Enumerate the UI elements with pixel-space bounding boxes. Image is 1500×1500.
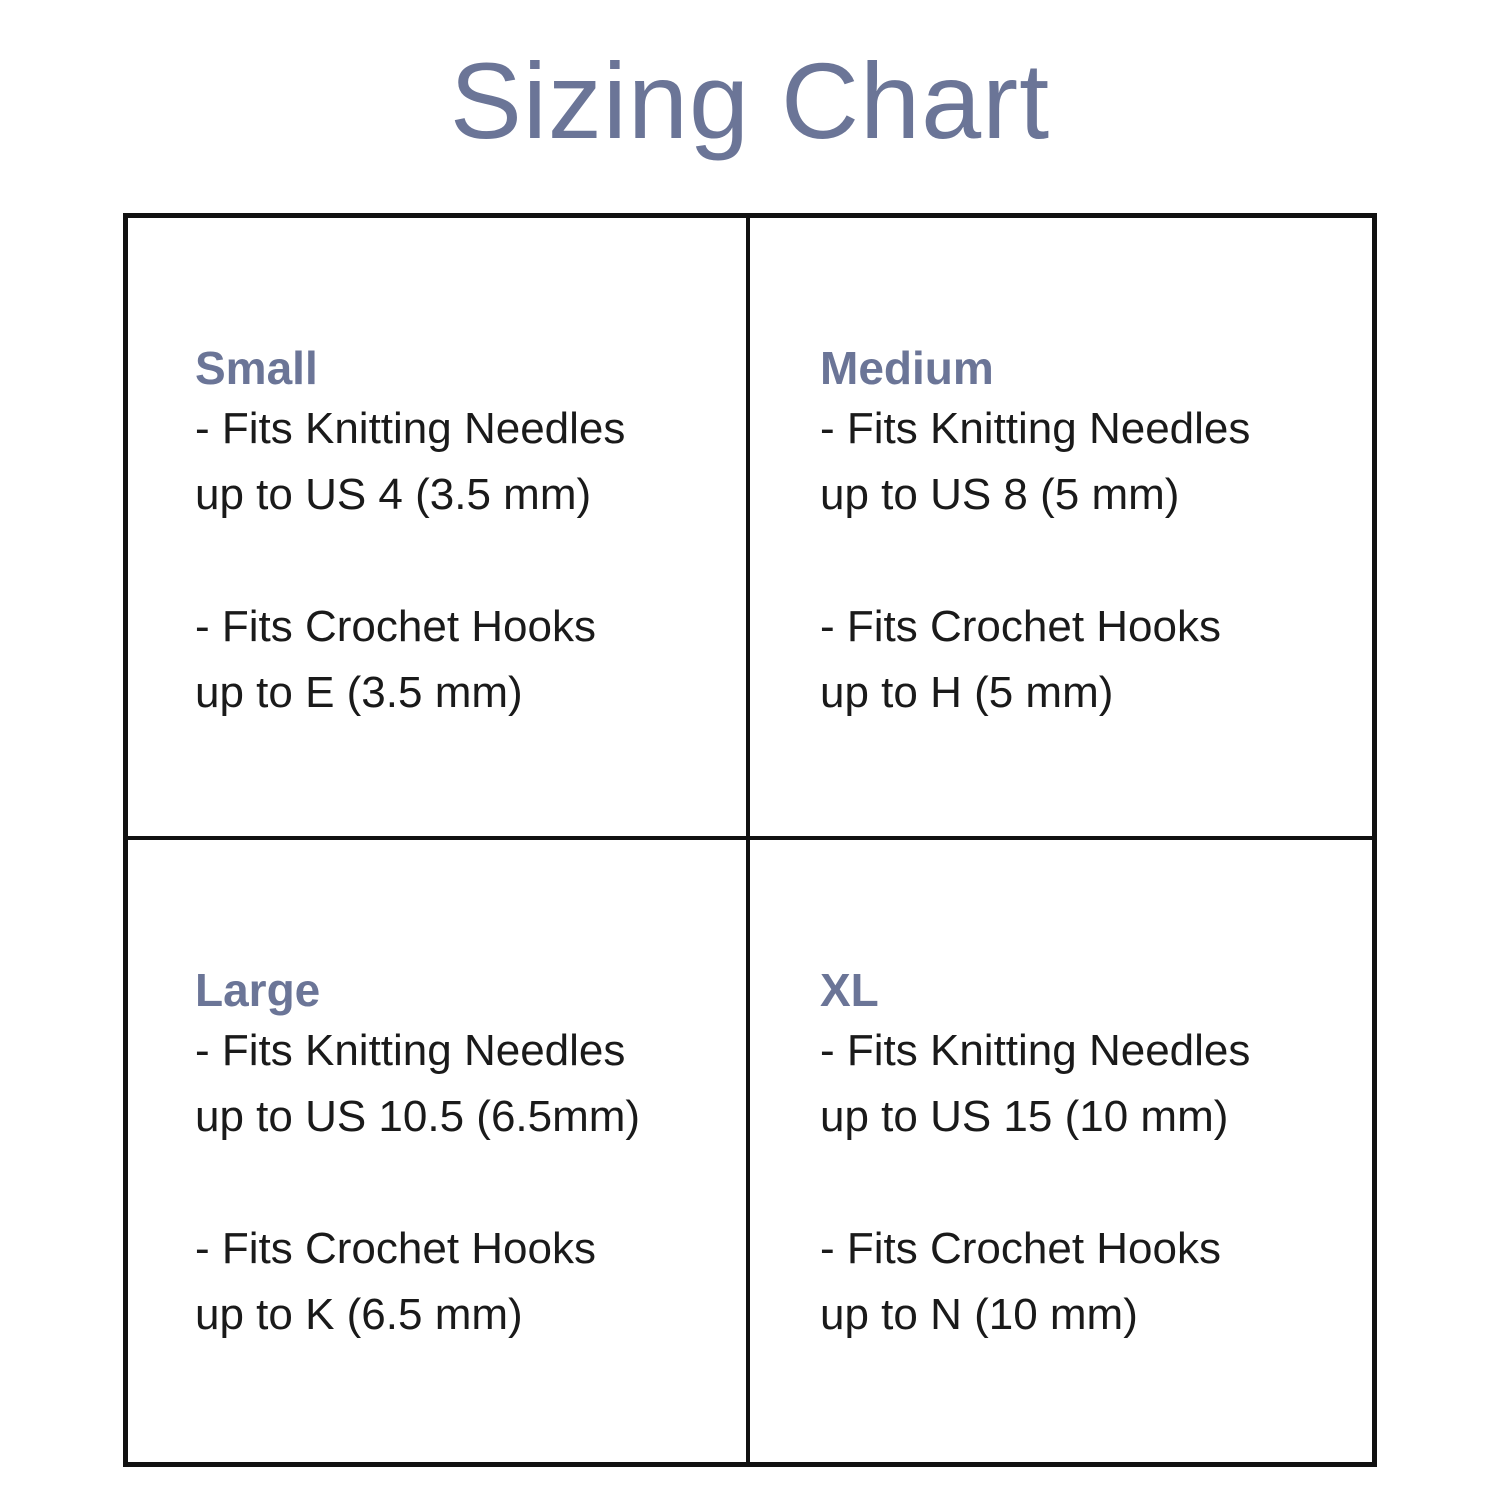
needles-label: - Fits Knitting Needles [195, 404, 626, 453]
hooks-size: up to H (5 mm) [820, 668, 1114, 717]
size-name: XL [820, 964, 879, 1016]
hooks-label: - Fits Crochet Hooks [820, 1224, 1221, 1273]
sizing-grid: Small - Fits Knitting Needles up to US 4… [123, 213, 1377, 1467]
page-title: Sizing Chart [449, 40, 1051, 161]
size-cell-small: Small - Fits Knitting Needles up to US 4… [128, 218, 750, 840]
spacer [820, 1150, 1372, 1216]
hooks-label: - Fits Crochet Hooks [195, 1224, 596, 1273]
size-cell-medium: Medium - Fits Knitting Needles up to US … [750, 218, 1372, 840]
hooks-size: up to N (10 mm) [820, 1290, 1138, 1339]
needles-label: - Fits Knitting Needles [820, 1026, 1251, 1075]
size-cell-large: Large - Fits Knitting Needles up to US 1… [128, 840, 750, 1462]
size-name: Medium [820, 342, 994, 394]
needles-label: - Fits Knitting Needles [820, 404, 1251, 453]
size-cell-xl: XL - Fits Knitting Needles up to US 15 (… [750, 840, 1372, 1462]
size-name: Small [195, 342, 318, 394]
hooks-label: - Fits Crochet Hooks [195, 602, 596, 651]
needles-size: up to US 10.5 (6.5mm) [195, 1092, 641, 1141]
spacer [195, 1150, 746, 1216]
hooks-size: up to K (6.5 mm) [195, 1290, 523, 1339]
spacer [820, 528, 1372, 594]
needles-size: up to US 4 (3.5 mm) [195, 470, 592, 519]
needles-label: - Fits Knitting Needles [195, 1026, 626, 1075]
hooks-size: up to E (3.5 mm) [195, 668, 523, 717]
hooks-label: - Fits Crochet Hooks [820, 602, 1221, 651]
size-name: Large [195, 964, 321, 1016]
needles-size: up to US 8 (5 mm) [820, 470, 1180, 519]
spacer [195, 528, 746, 594]
needles-size: up to US 15 (10 mm) [820, 1092, 1229, 1141]
